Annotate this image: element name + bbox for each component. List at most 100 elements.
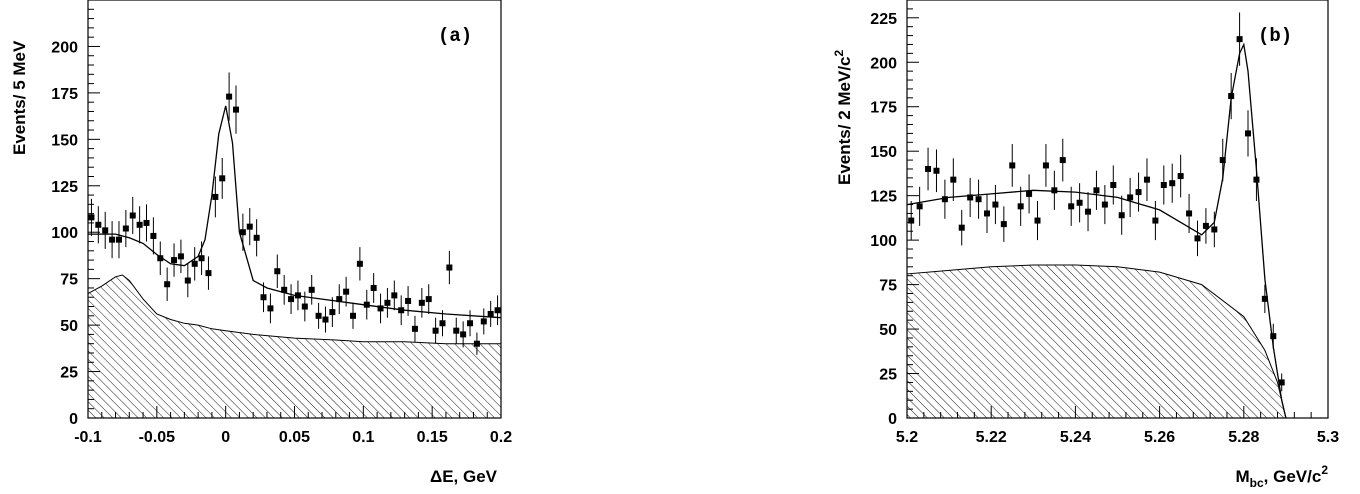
panel-a-x-tick-label: 0.05 [279,429,310,446]
panel-b-y-tick-label: 175 [870,100,897,117]
panel-a-data-point [391,292,398,299]
panel-b-data-point [1127,194,1134,201]
panel-b-x-tick-label: 5.28 [1228,429,1259,446]
panel-a-data-point [439,320,446,327]
panel-a-data-point [184,277,191,284]
panel-a-plot-layer [87,72,502,419]
panel-b-data-point [1017,203,1024,210]
panel-a-data-point [460,331,467,338]
panel-b-data-point [1042,162,1049,169]
panel-a-y-tick-label: 0 [69,411,78,428]
panel-a-x-tick-label: 0.2 [490,429,512,446]
panel-a-x-axis-title: ΔE, GeV [430,467,498,486]
panel-b-fit-curve [906,42,1287,419]
panel-a-data-point [95,221,102,228]
panel-a-data-point [453,327,460,334]
panel-a-data-point [177,253,184,260]
panel-b-label: (b) [1258,25,1292,47]
panel-a-data-point [191,260,198,267]
panel-b-data-point [983,210,990,217]
panel-a-data-point [418,299,425,306]
panel-b-y-tick-label: 75 [879,278,897,295]
panel-b-data-point [1093,187,1100,194]
panel-b-x-tick-label: 5.22 [976,429,1007,446]
panel-b-x-tick-label: 5.26 [1144,429,1175,446]
panel-b-data-point [1202,222,1209,229]
panel-a-data-point [164,281,171,288]
panel-b-data-point [1026,190,1033,197]
panel-a-data-point [315,312,322,319]
panel-a-fit-curve [88,105,502,319]
panel-a-background-shape [87,274,502,419]
panel-b-y-tick-label: 225 [870,11,897,28]
panel-b-data-point [950,176,957,183]
panel-b-y-axis-title: Events/ 2 MeV/c2 [832,49,854,185]
panel-a-data-point [480,318,487,325]
panel-b-data-point [958,224,965,231]
panel-a-data-point [150,232,157,239]
panel-a-y-tick-label: 50 [60,318,78,335]
panel-b-y-tick-label: 125 [870,189,897,206]
panel-a-data-point [301,303,308,310]
panel-a-data-point [350,312,357,319]
panel-b-data-point [1135,189,1142,196]
panel-b-x-tick-label: 5.3 [1317,429,1339,446]
panel-b-data-point [967,194,974,201]
panel-a-data-point [370,284,377,291]
panel-b-data-point [933,167,940,174]
panel-b-data-point [992,201,999,208]
panel-a-y-tick-label: 25 [60,365,78,382]
panel-a-data-point [198,255,205,262]
panel-a-data-point [143,219,150,226]
panel-b-x-tick-label: 5.2 [896,429,918,446]
panel-a-data-point [260,294,267,301]
panel-b-x-axis-title-rest: , GeV/c [1264,467,1322,486]
panel-b-y-tick-label: 50 [879,322,897,339]
panel-a-data-point [288,296,295,303]
panel-a-data-point [274,268,281,275]
panel-b-x-axis-title-sub: bc [1250,476,1264,490]
panel-b-y-tick-label: 25 [879,367,897,384]
panel-a-data-point [336,296,343,303]
panel-b-data-point [1118,212,1125,219]
panel-b-data-point [1009,162,1016,169]
panel-b-data-point [1194,235,1201,242]
panel-a-data-point [219,175,226,182]
panel-b-data-point [916,203,923,210]
panel-a-data-point [281,286,288,293]
panel-a-data-point [377,305,384,312]
panel-a-data-point [239,229,246,236]
panel-a-data-point [232,106,239,113]
panel-a-data-point [246,223,253,230]
panel-a-ticks: -0.1 -0.05 0 0.05 0.1 0.15 0.2 0 25 50 75 100 125 150… [51,0,512,446]
panel-a-y-tick-label: 150 [51,132,78,149]
panel-b-data-point [1160,181,1167,188]
panel-b-ticks: 5.2 5.22 5.24 5.26 5.28 5.3 0 25 50 75 100 125 150 17… [870,0,1339,446]
panel-b-data-point [1186,210,1193,217]
panel-a-data-point [487,310,494,317]
panel-b-data-point [1000,221,1007,228]
panel-b-y-tick-label: 200 [870,55,897,72]
panel-a-y-tick-label: 100 [51,225,78,242]
panel-a-data-point [226,93,233,100]
panel-b-data-point [1051,187,1058,194]
panel-b-data-point [1219,157,1226,164]
panel-a-data-point [109,236,116,243]
panel-b-data-point [1076,199,1083,206]
panel-b-data-point [1261,295,1268,302]
panel-a-data-point [343,288,350,295]
panel-b-plot-layer [906,12,1287,419]
panel-a-data-point [411,325,418,332]
panel-b-data-point [1169,180,1176,187]
panel-a-label: (a) [438,25,472,47]
panel-a-data-point [384,299,391,306]
panel-b-data-point [1034,217,1041,224]
panel-a-data-point [205,270,212,277]
panel-a-data-point [356,260,363,267]
panel-b-data-point [1278,379,1285,386]
panel-b-x-axis-title-main: M [1235,467,1249,486]
panel-a-x-tick-label: 0 [221,429,230,446]
panel-b-y-axis-title-main: Events/ 2 MeV/c [835,56,854,185]
panel-b-data-point [1085,208,1092,215]
